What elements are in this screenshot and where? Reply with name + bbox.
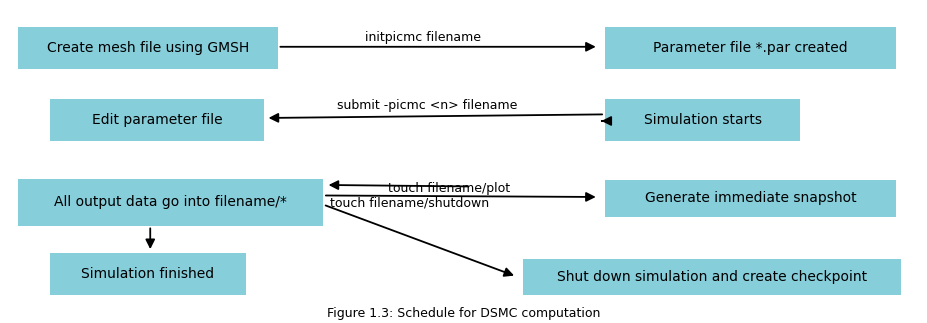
Text: Generate immediate snapshot: Generate immediate snapshot xyxy=(644,192,856,205)
FancyBboxPatch shape xyxy=(19,179,323,225)
Text: Figure 1.3: Schedule for DSMC computation: Figure 1.3: Schedule for DSMC computatio… xyxy=(327,307,600,320)
Text: Shut down simulation and create checkpoint: Shut down simulation and create checkpoi… xyxy=(556,270,866,284)
FancyBboxPatch shape xyxy=(523,258,899,295)
Text: touch filename/shutdown: touch filename/shutdown xyxy=(329,196,489,210)
Text: initpicmc filename: initpicmc filename xyxy=(364,31,480,44)
Text: Simulation finished: Simulation finished xyxy=(82,266,214,281)
Text: Parameter file *.par created: Parameter file *.par created xyxy=(653,41,847,55)
FancyBboxPatch shape xyxy=(19,27,277,69)
FancyBboxPatch shape xyxy=(604,99,800,141)
Text: Edit parameter file: Edit parameter file xyxy=(92,113,222,127)
Text: submit -picmc <n> filename: submit -picmc <n> filename xyxy=(337,99,517,112)
Text: Create mesh file using GMSH: Create mesh file using GMSH xyxy=(46,41,248,55)
Text: Simulation starts: Simulation starts xyxy=(643,113,761,127)
Text: touch filename/plot: touch filename/plot xyxy=(388,182,510,195)
FancyBboxPatch shape xyxy=(604,181,895,216)
Text: All output data go into filename/*: All output data go into filename/* xyxy=(54,195,286,209)
FancyBboxPatch shape xyxy=(50,99,263,141)
FancyBboxPatch shape xyxy=(604,27,895,69)
FancyBboxPatch shape xyxy=(50,253,246,295)
